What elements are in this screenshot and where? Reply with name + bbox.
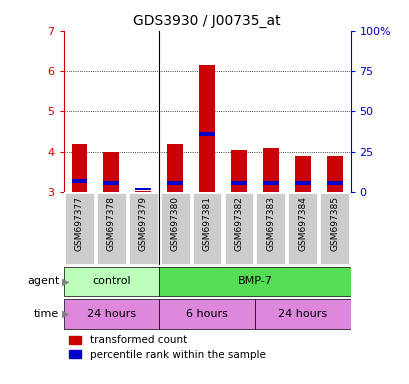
Text: BMP-7: BMP-7 xyxy=(237,276,272,286)
Bar xyxy=(167,181,183,185)
Text: ▶: ▶ xyxy=(61,309,69,319)
Text: GSM697378: GSM697378 xyxy=(107,196,116,251)
Bar xyxy=(199,65,214,192)
Legend: transformed count, percentile rank within the sample: transformed count, percentile rank withi… xyxy=(69,336,265,359)
Text: GSM697380: GSM697380 xyxy=(170,196,179,251)
FancyBboxPatch shape xyxy=(159,266,350,296)
Bar xyxy=(71,179,87,183)
FancyBboxPatch shape xyxy=(224,194,253,263)
Bar xyxy=(262,148,278,192)
Text: control: control xyxy=(92,276,130,286)
Bar xyxy=(230,150,246,192)
FancyBboxPatch shape xyxy=(192,194,221,263)
FancyBboxPatch shape xyxy=(288,194,316,263)
Text: GSM697383: GSM697383 xyxy=(266,196,275,251)
FancyBboxPatch shape xyxy=(256,194,285,263)
Bar xyxy=(199,131,214,136)
Title: GDS3930 / J00735_at: GDS3930 / J00735_at xyxy=(133,14,280,28)
Bar xyxy=(71,144,87,192)
Text: GSM697382: GSM697382 xyxy=(234,196,243,250)
Text: 24 hours: 24 hours xyxy=(87,309,136,319)
FancyBboxPatch shape xyxy=(254,299,350,329)
Text: 24 hours: 24 hours xyxy=(277,309,326,319)
Bar xyxy=(167,144,183,192)
FancyBboxPatch shape xyxy=(128,194,157,263)
Bar xyxy=(294,181,310,185)
Bar xyxy=(230,181,246,185)
Bar xyxy=(326,181,342,185)
Bar xyxy=(326,156,342,192)
FancyBboxPatch shape xyxy=(159,299,254,329)
Bar xyxy=(135,191,151,192)
FancyBboxPatch shape xyxy=(160,194,189,263)
Bar xyxy=(135,188,151,190)
FancyBboxPatch shape xyxy=(97,194,126,263)
FancyBboxPatch shape xyxy=(319,194,348,263)
Bar xyxy=(262,181,278,185)
Text: GSM697379: GSM697379 xyxy=(138,196,147,251)
Text: GSM697377: GSM697377 xyxy=(75,196,84,251)
FancyBboxPatch shape xyxy=(63,299,159,329)
FancyBboxPatch shape xyxy=(65,194,94,263)
Text: GSM697381: GSM697381 xyxy=(202,196,211,251)
Bar xyxy=(103,181,119,185)
Text: GSM697385: GSM697385 xyxy=(329,196,338,251)
Bar xyxy=(103,152,119,192)
FancyBboxPatch shape xyxy=(63,266,159,296)
Text: ▶: ▶ xyxy=(61,276,69,286)
Text: 6 hours: 6 hours xyxy=(186,309,227,319)
Text: time: time xyxy=(34,309,59,319)
Text: GSM697384: GSM697384 xyxy=(297,196,306,250)
Text: agent: agent xyxy=(27,276,59,286)
Bar xyxy=(294,156,310,192)
